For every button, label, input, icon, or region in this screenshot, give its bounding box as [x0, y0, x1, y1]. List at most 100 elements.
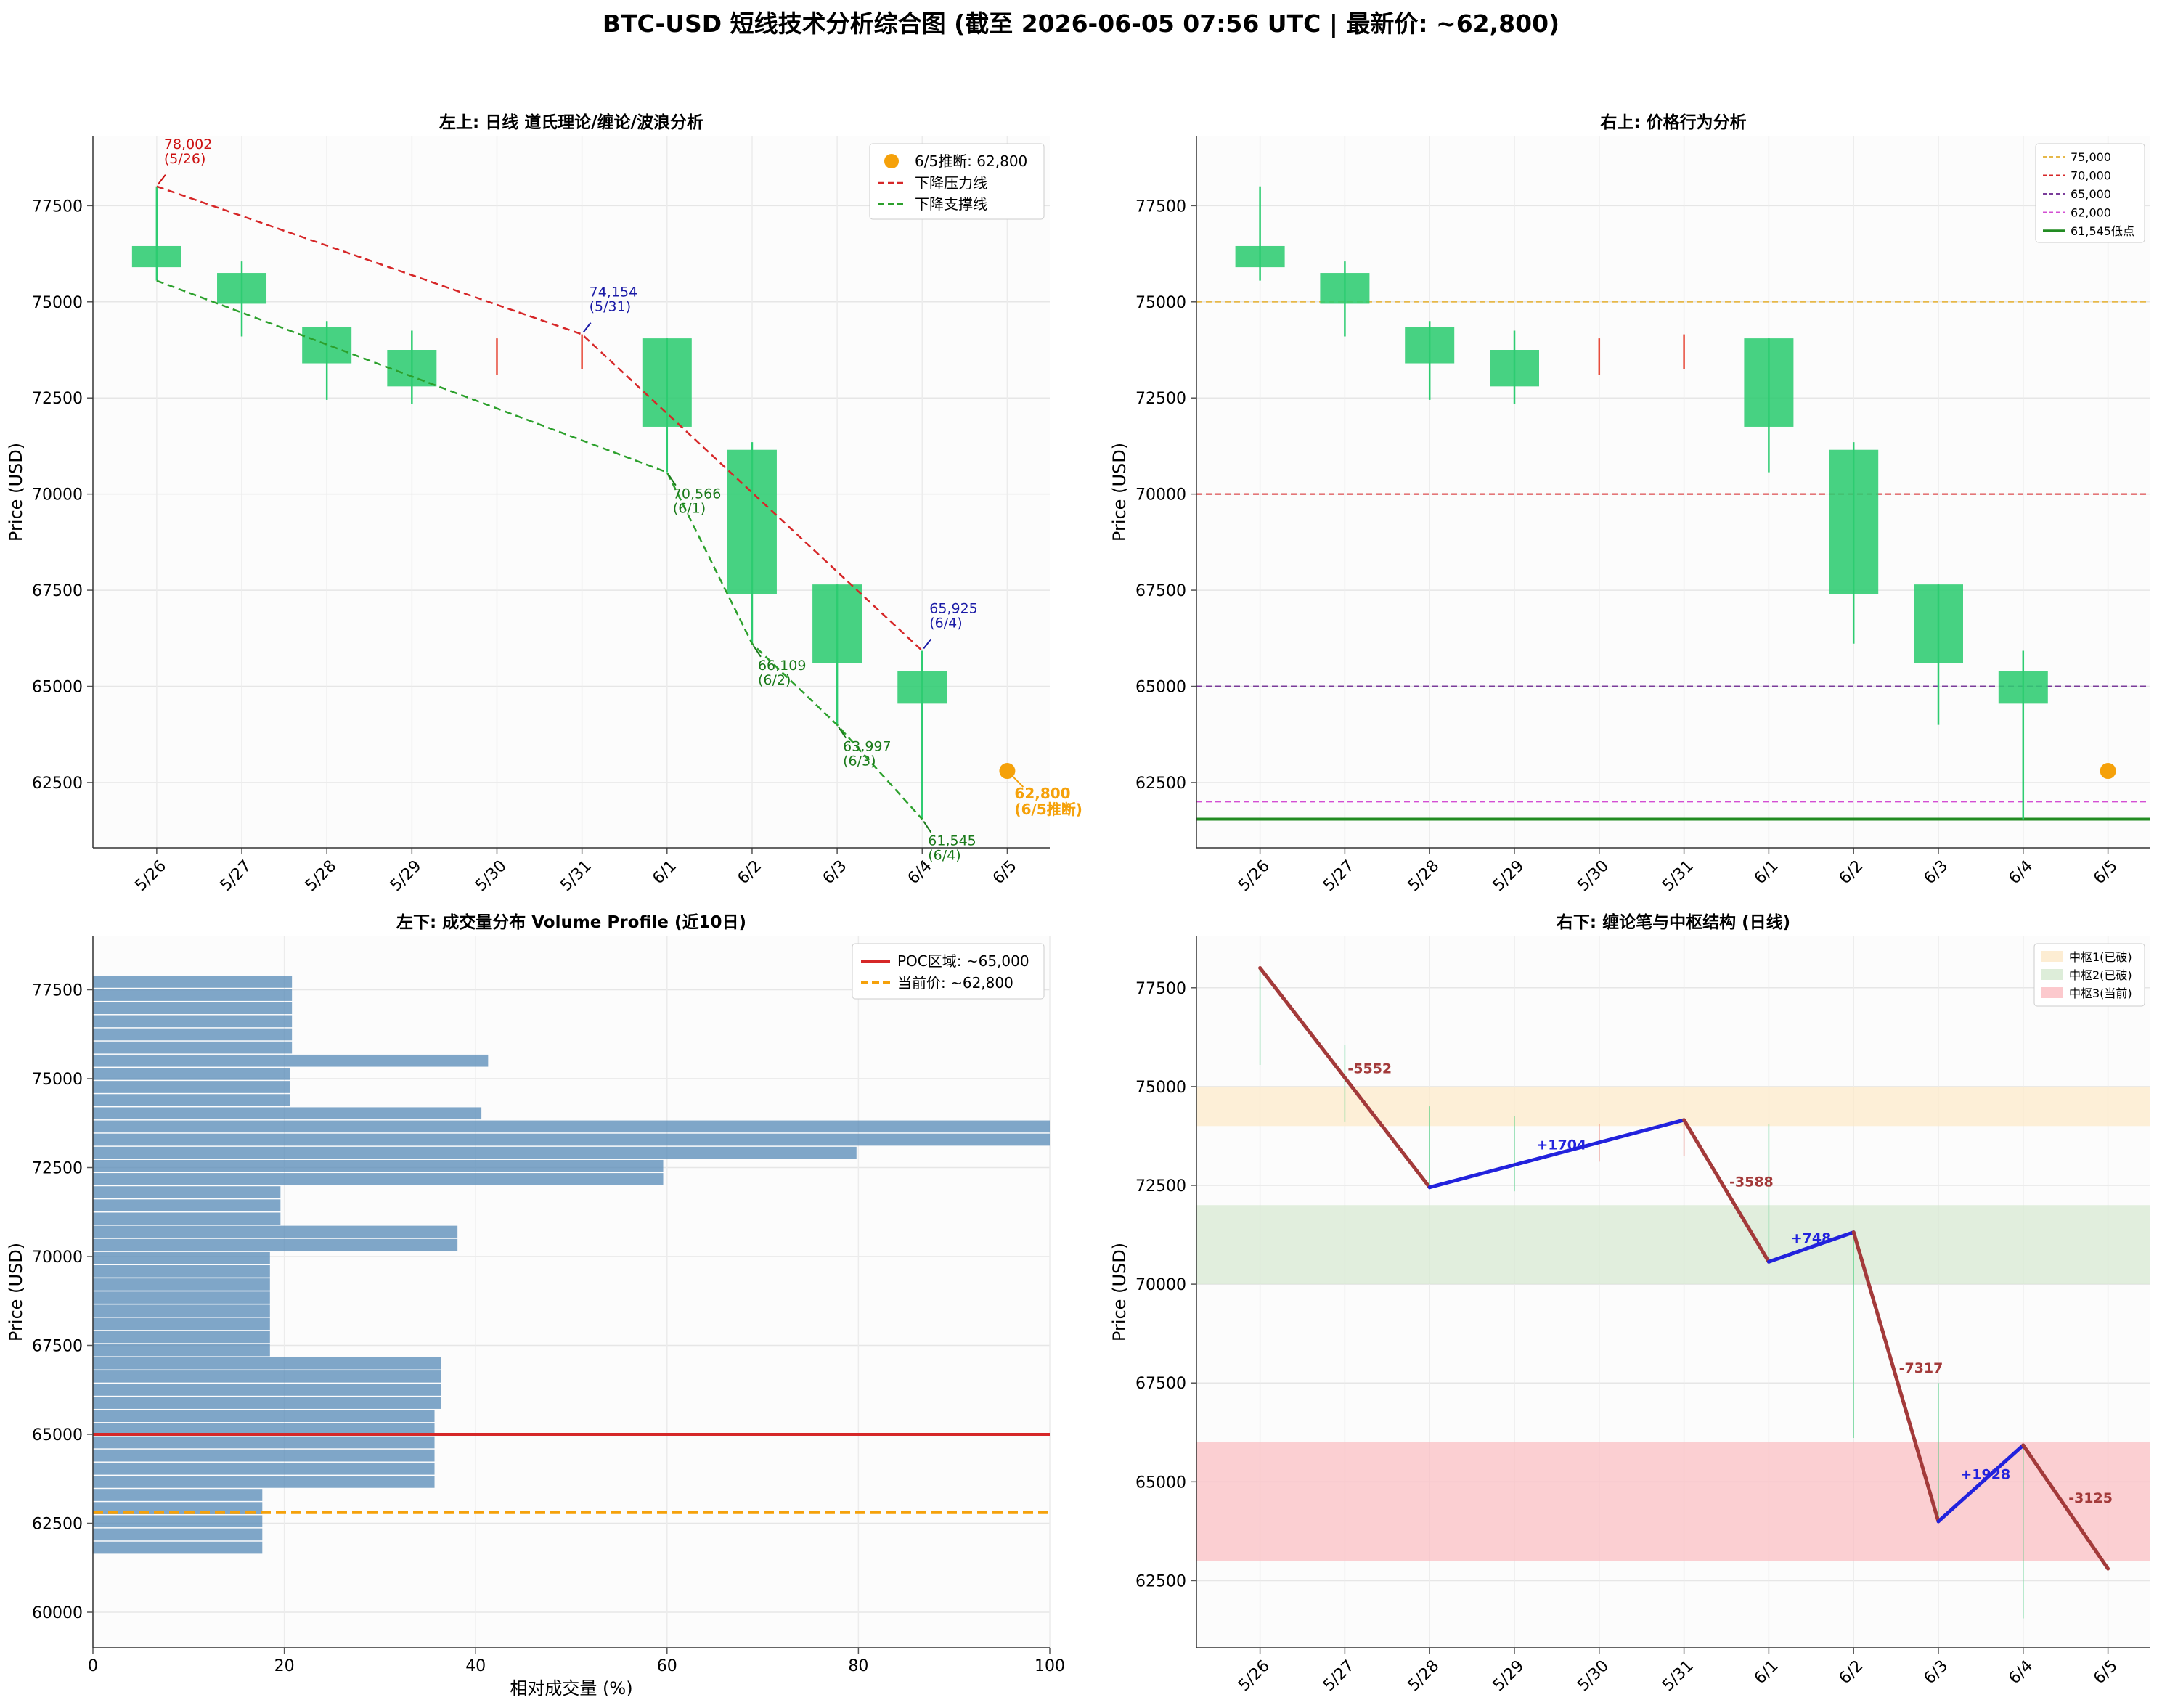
y-tick-label: 62500 [1135, 775, 1186, 793]
y-tick-label: 72500 [1135, 1177, 1186, 1196]
x-tick-label: 80 [848, 1657, 868, 1675]
stroke-label: +1704 [1536, 1137, 1586, 1153]
volume-bar [93, 1133, 1050, 1146]
y-tick-label: 65000 [32, 679, 83, 697]
legend-label: 中枢1(已破) [2069, 950, 2132, 964]
x-tick-label: 60 [657, 1657, 677, 1675]
volume-bar [93, 1146, 857, 1159]
volume-bar [93, 1186, 281, 1198]
annotation-label: (6/3) [843, 753, 876, 769]
panel-title: 左上: 日线 道氏理论/缠论/波浪分析 [439, 113, 703, 132]
candle-body [1998, 671, 2048, 704]
y-tick-label: 70000 [32, 486, 83, 504]
legend-label: 75,000 [2071, 150, 2111, 164]
legend-box [869, 143, 1045, 220]
candle-body [131, 245, 181, 268]
candle-body [727, 449, 777, 594]
y-tick-label: 72500 [32, 390, 83, 408]
volume-bar [93, 989, 293, 1001]
legend-label: 6/5推断: 62,800 [915, 152, 1027, 170]
y-tick-label: 67500 [32, 582, 83, 600]
annotation-arrow [923, 820, 932, 833]
legend-label: 中枢2(已破) [2069, 968, 2132, 982]
candle-body [1744, 338, 1794, 427]
volume-bar [93, 1344, 270, 1357]
candle-body [1829, 449, 1879, 594]
legend-marker [884, 154, 899, 168]
stroke-label: -3588 [1729, 1174, 1774, 1190]
volume-bar [93, 1410, 435, 1423]
y-tick-label: 75000 [32, 1071, 83, 1089]
panel-title: 右上: 价格行为分析 [1600, 113, 1746, 132]
forecast-label: (6/5推断) [1014, 801, 1082, 818]
volume-bar [93, 1304, 270, 1317]
y-tick-label: 62500 [1135, 1572, 1186, 1590]
y-tick-label: 77500 [32, 197, 83, 216]
pivot-zone [1196, 1205, 2150, 1285]
volume-bar [93, 1238, 458, 1251]
y-tick-label: 70000 [1135, 486, 1186, 504]
annotation-label: (6/2) [758, 672, 791, 688]
candle-body [897, 671, 947, 704]
stroke-label: +748 [1791, 1230, 1832, 1246]
plot-area [1196, 136, 2150, 848]
y-axis-label: Price (USD) [1109, 443, 1130, 542]
candle-body [1235, 245, 1285, 268]
x-tick-label: 0 [88, 1657, 98, 1675]
volume-bar [93, 1331, 270, 1344]
legend-label: 61,545低点 [2071, 224, 2134, 238]
annotation-label: 66,109 [758, 658, 806, 674]
legend-box [852, 943, 1045, 1000]
candle-body [642, 338, 692, 427]
panel-3: 左下: 成交量分布 Volume Profile (近10日) Price (US… [6, 912, 1065, 1699]
annotation-label: (5/31) [590, 299, 632, 315]
volume-bar [93, 1278, 270, 1291]
y-tick-label: 75000 [1135, 294, 1186, 312]
annotation-label: 61,545 [928, 833, 976, 849]
volume-bar [93, 1317, 270, 1331]
volume-bar [93, 1199, 281, 1211]
y-tick-label: 67500 [1135, 1375, 1186, 1393]
volume-bar [93, 1541, 263, 1554]
annotation-arrow [158, 174, 166, 185]
y-tick-label: 60000 [32, 1604, 83, 1622]
x-tick-label: 100 [1035, 1657, 1065, 1675]
legend-marker [2041, 987, 2063, 998]
resistance-line [156, 185, 923, 652]
annotation-arrow [667, 474, 677, 486]
candle-body [1320, 273, 1370, 304]
y-tick-label: 65000 [1135, 1474, 1186, 1492]
plot-area [93, 136, 1050, 848]
annotation-arrow [753, 645, 762, 658]
stroke-label: -3125 [2068, 1490, 2113, 1506]
panel-1: 左上: 日线 道氏理论/缠论/波浪分析 Price (USD) 62500 65000… [6, 113, 1082, 895]
annotation-label: 70,566 [673, 486, 721, 502]
annotation-label: (6/1) [673, 501, 706, 517]
volume-bar [93, 1107, 482, 1120]
stroke-label: +1928 [1960, 1466, 2010, 1482]
y-tick-label: 75000 [1135, 1079, 1186, 1097]
annotation-label: 63,997 [843, 739, 891, 755]
annotation-arrow [838, 727, 847, 739]
stroke-label: -5552 [1347, 1061, 1392, 1077]
y-tick-label: 70000 [32, 1249, 83, 1267]
pivot-zone [1196, 1086, 2150, 1127]
volume-bar [93, 1159, 664, 1172]
forecast-point [999, 763, 1016, 780]
volume-bar [93, 1489, 263, 1501]
candle-body [217, 273, 267, 304]
annotation-label: 78,002 [164, 136, 212, 152]
volume-bar [93, 1423, 435, 1436]
volume-bar [93, 1225, 458, 1238]
volume-bar [93, 1357, 441, 1370]
annotation-label: 65,925 [929, 601, 977, 617]
volume-bar [93, 1068, 290, 1080]
legend-label: 当前价: ~62,800 [897, 974, 1013, 992]
support-line [156, 279, 923, 820]
panels: 左上: 日线 道氏理论/缠论/波浪分析 Price (USD) 62500 65000… [6, 113, 2150, 1699]
legend-box [2035, 143, 2145, 243]
stroke-segment [2021, 1443, 2110, 1571]
volume-bar [93, 1251, 270, 1264]
forecast-point [2100, 763, 2116, 780]
forecast-label: 62,800 [1014, 785, 1070, 802]
